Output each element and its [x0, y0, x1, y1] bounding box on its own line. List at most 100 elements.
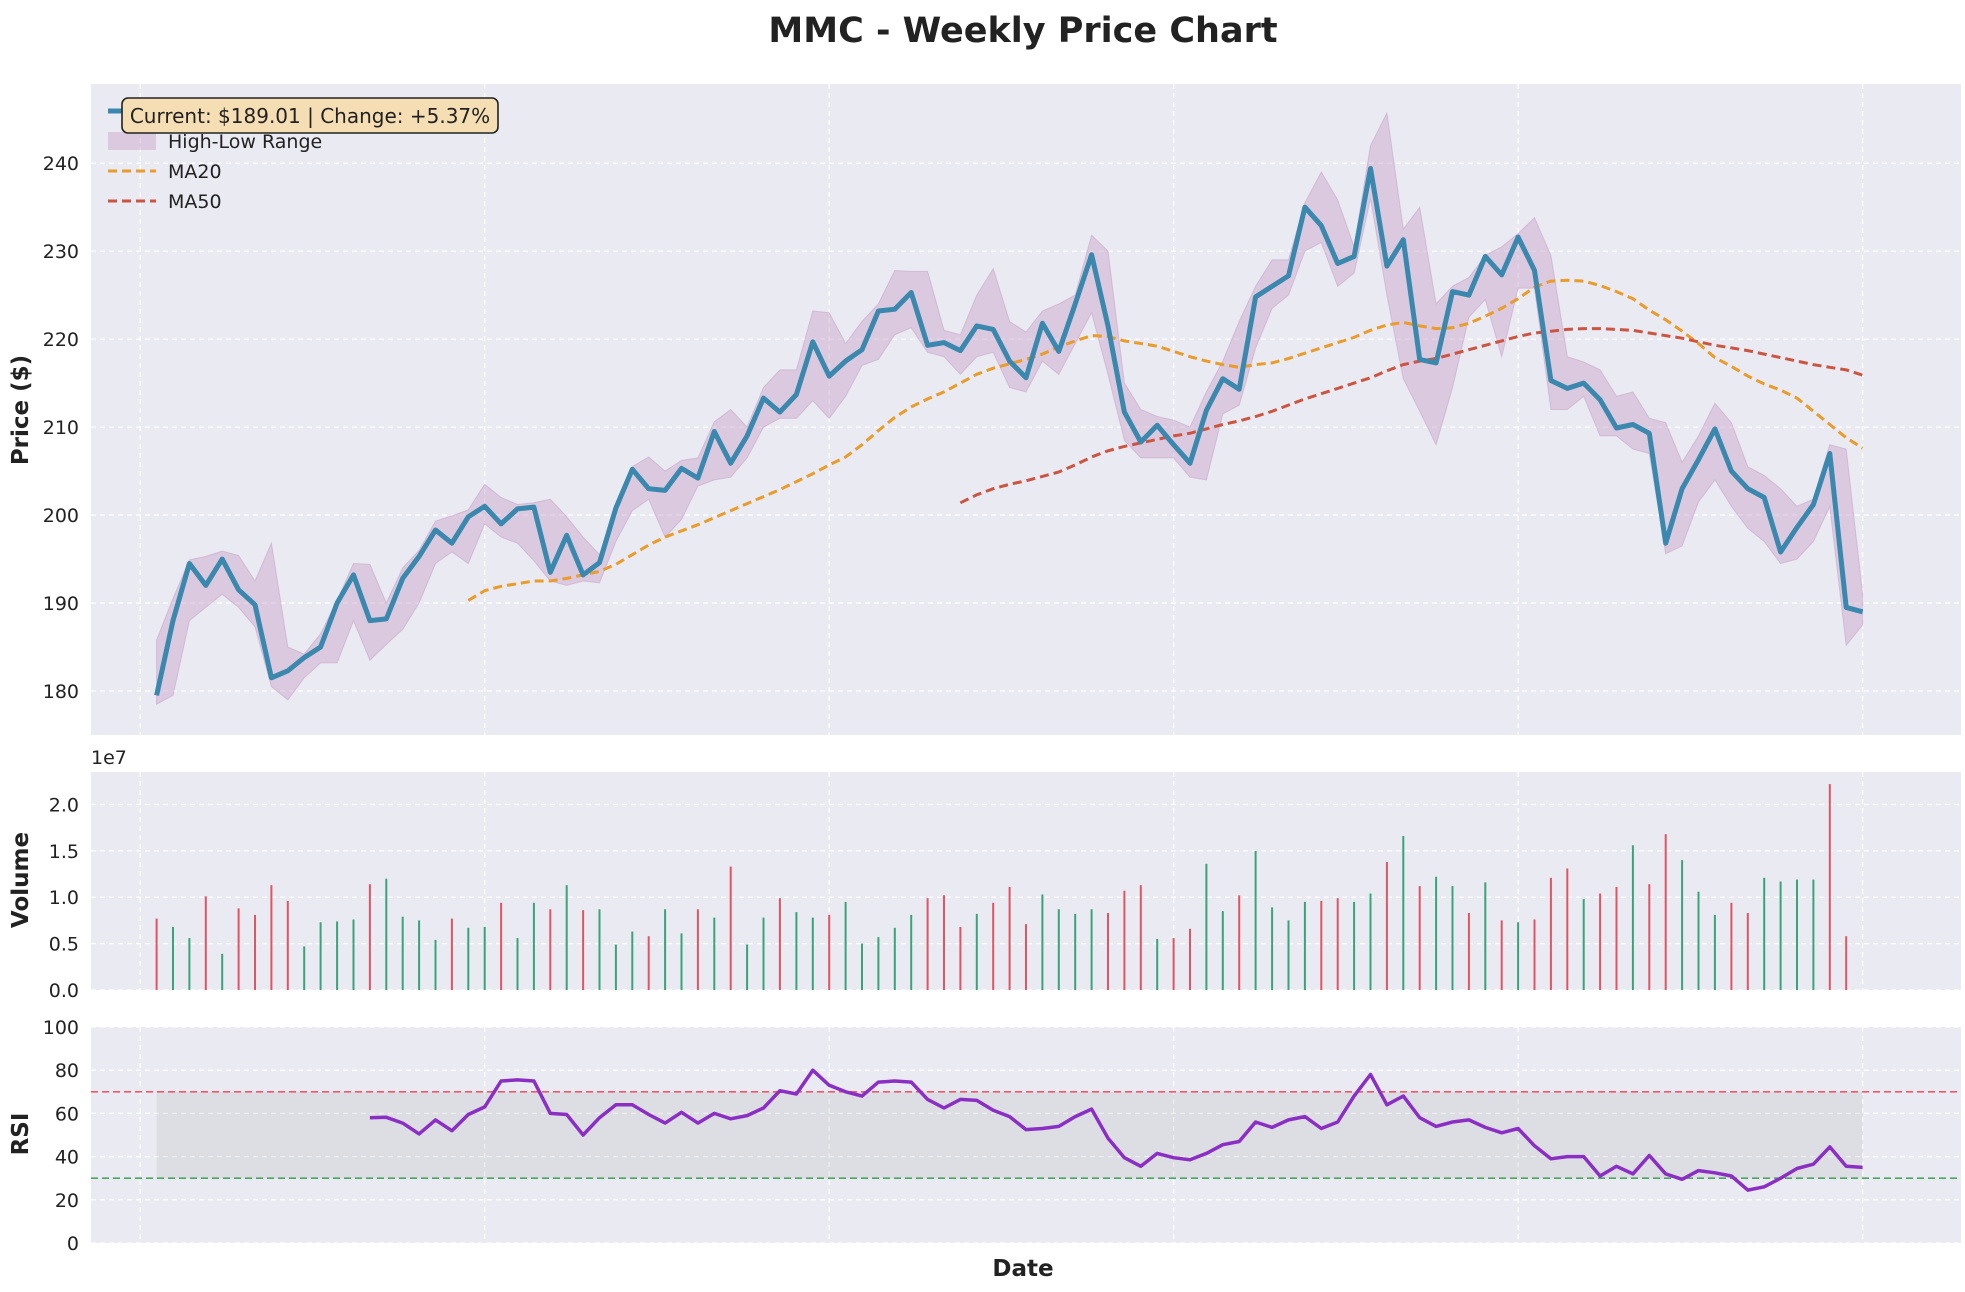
- volume-bar: [910, 914, 913, 990]
- volume-bar: [401, 916, 404, 990]
- y-tick-label: 20: [55, 1190, 79, 1212]
- volume-bar: [811, 917, 814, 990]
- y-tick-label: 200: [43, 505, 79, 527]
- volume-bar: [1172, 938, 1175, 990]
- volume-bar: [1697, 891, 1700, 990]
- y-tick-label: 220: [43, 329, 79, 351]
- high-low-range-band: [156, 111, 1864, 706]
- volume-bar: [368, 884, 371, 990]
- volume-bar: [647, 936, 650, 990]
- y-tick-label: 0: [67, 1233, 79, 1255]
- volume-bar: [1369, 893, 1372, 990]
- volume-bar: [729, 866, 732, 990]
- volume-bar: [696, 909, 699, 990]
- volume-bar: [1500, 920, 1503, 990]
- y-axis-label: RSI: [8, 1113, 34, 1156]
- info-box-text: Current: $189.01 | Change: +5.37%: [130, 104, 490, 128]
- y-tick-label: 100: [43, 1017, 79, 1039]
- volume-bar: [926, 898, 929, 990]
- volume-bar: [286, 900, 289, 990]
- volume-bar: [434, 939, 437, 990]
- volume-bar: [1238, 895, 1241, 990]
- plot-area: [91, 1027, 1961, 1243]
- legend-swatch: [108, 132, 156, 150]
- y-tick-label: 230: [43, 241, 79, 263]
- volume-bar: [204, 896, 207, 990]
- volume-bar: [1041, 894, 1044, 990]
- volume-bar: [1205, 863, 1208, 990]
- y-tick-label: 2.0: [49, 794, 79, 816]
- volume-bar: [1074, 913, 1077, 990]
- y-tick-label: 0.0: [49, 980, 79, 1002]
- volume-bar: [1796, 879, 1798, 990]
- volume-panel: 0.0 0.5 1.0 1.5 2.0 Volume 1e7: [8, 747, 1961, 1002]
- volume-bar: [713, 917, 716, 990]
- volume-bar: [778, 898, 781, 990]
- volume-bar: [762, 917, 765, 990]
- volume-bar: [1812, 879, 1815, 990]
- volume-bar: [1287, 920, 1290, 990]
- y-tick-label: 0.5: [49, 934, 79, 956]
- ma50-line: [959, 327, 1864, 505]
- y-tick-label: 240: [43, 153, 79, 175]
- volume-bar: [975, 913, 978, 990]
- volume-bar: [1139, 885, 1142, 990]
- volume-bar: [1664, 834, 1667, 990]
- volume-scale-label: 1e7: [91, 747, 127, 769]
- volume-bar: [516, 938, 519, 990]
- ma20-line: [467, 278, 1864, 602]
- volume-bar: [1713, 914, 1716, 990]
- volume-bar: [270, 885, 273, 990]
- volume-bar: [1271, 907, 1274, 990]
- volume-bar: [1336, 898, 1339, 990]
- volume-bar: [1566, 868, 1569, 990]
- volume-bar: [1385, 862, 1388, 990]
- volume-bar: [418, 920, 421, 990]
- volume-bar: [1517, 922, 1520, 990]
- volume-bar: [1221, 911, 1224, 990]
- info-box-background: [121, 97, 499, 134]
- volume-bar: [992, 902, 995, 990]
- y-tick-label: 1.5: [49, 841, 79, 863]
- volume-bar: [1648, 884, 1651, 990]
- x-axis-label: Date: [992, 1256, 1053, 1282]
- volume-bar: [1828, 784, 1831, 990]
- volume-bar: [155, 918, 158, 990]
- close-price-line: [154, 166, 1864, 696]
- volume-bar: [450, 918, 453, 990]
- y-tick-label: 40: [55, 1147, 79, 1169]
- volume-bar: [1156, 939, 1159, 990]
- volume-bar: [1418, 886, 1421, 990]
- volume-bar: [221, 953, 224, 990]
- volume-bar: [1451, 886, 1454, 990]
- volume-bar: [1090, 909, 1093, 990]
- y-tick-label: 180: [43, 681, 79, 703]
- volume-bar: [254, 914, 256, 990]
- legend-label: High-Low Range: [168, 131, 322, 153]
- volume-bar: [1746, 913, 1749, 990]
- volume-bar: [943, 895, 945, 990]
- chart-title: MMC - Weekly Price Chart: [768, 11, 1277, 51]
- volume-bar: [565, 885, 568, 990]
- y-tick-label: 60: [55, 1103, 79, 1125]
- volume-bar: [1763, 877, 1766, 990]
- y-tick-label: 1.0: [49, 887, 79, 909]
- plot-area: [91, 84, 1961, 735]
- volume-bar: [1254, 850, 1257, 990]
- volume-bar: [828, 914, 831, 990]
- volume-bar: [483, 926, 486, 990]
- volume-bar: [1730, 902, 1733, 990]
- volume-bar: [795, 912, 798, 990]
- volume-bar: [664, 909, 667, 990]
- volume-bar: [1631, 845, 1634, 990]
- volume-bar: [1057, 909, 1060, 990]
- volume-bar: [188, 938, 191, 990]
- volume-bar: [1353, 901, 1356, 990]
- volume-bar: [893, 927, 896, 990]
- volume-bar: [1582, 899, 1585, 990]
- volume-bar: [1615, 887, 1618, 990]
- volume-bar: [336, 921, 339, 990]
- volume-bar: [1123, 890, 1126, 990]
- volume-bar: [303, 946, 306, 990]
